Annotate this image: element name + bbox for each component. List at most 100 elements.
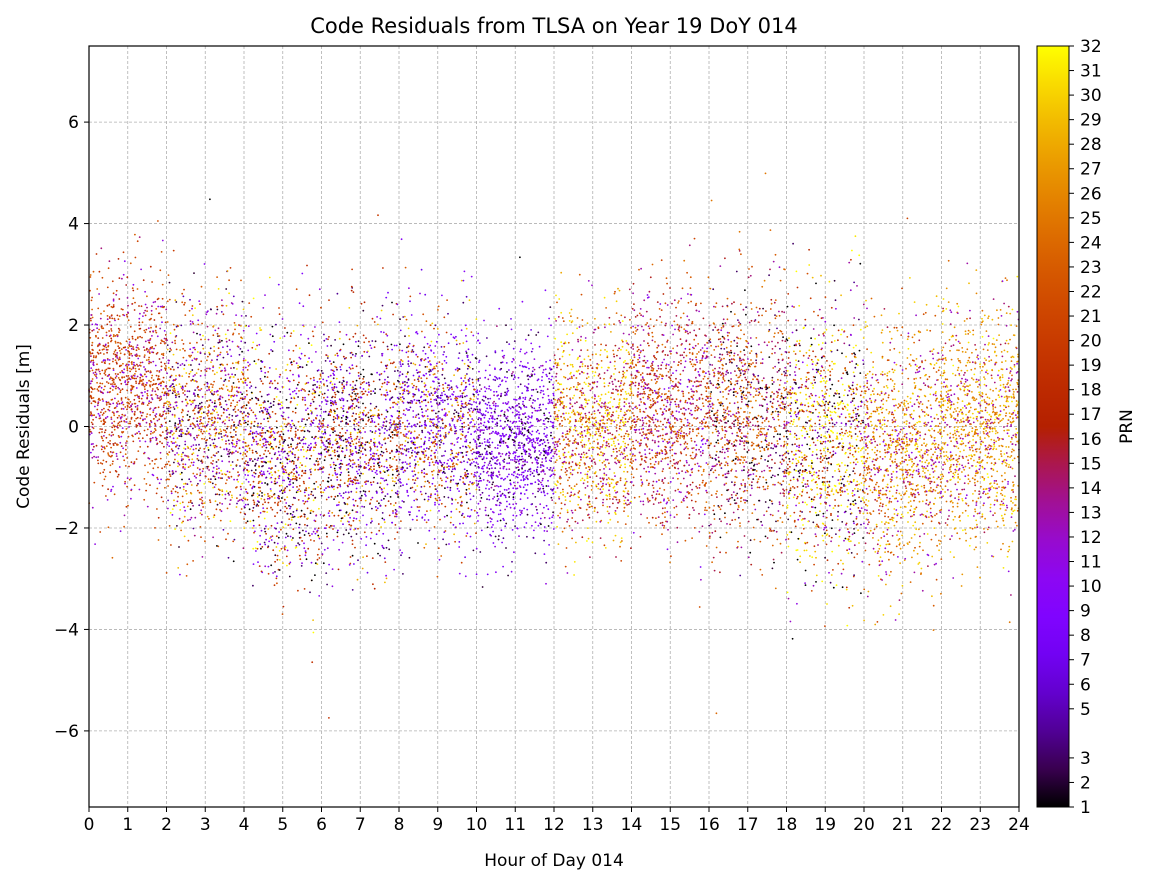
data-point	[274, 412, 277, 415]
data-point	[389, 421, 392, 424]
data-point	[171, 442, 174, 445]
data-point	[380, 413, 383, 416]
data-point	[318, 387, 321, 389]
data-point	[238, 353, 241, 356]
data-point	[169, 435, 172, 438]
data-point	[372, 414, 374, 417]
data-point	[129, 378, 132, 381]
data-point	[310, 424, 313, 426]
data-point	[222, 313, 225, 316]
data-point	[289, 423, 292, 426]
data-point	[412, 386, 414, 389]
data-point	[118, 277, 121, 279]
data-point	[251, 509, 254, 512]
data-point	[175, 396, 177, 399]
data-point	[266, 417, 269, 420]
data-point	[319, 487, 322, 490]
data-point	[392, 423, 394, 426]
data-point	[258, 404, 261, 407]
data-point	[387, 500, 390, 502]
data-point	[475, 532, 477, 535]
data-point	[196, 473, 198, 476]
data-point	[465, 334, 467, 337]
data-point	[302, 500, 304, 502]
data-point	[107, 374, 110, 377]
data-point	[157, 297, 160, 300]
data-point	[342, 414, 345, 417]
data-point	[142, 418, 145, 421]
data-point	[342, 407, 344, 410]
data-point	[119, 417, 122, 420]
data-point	[157, 378, 159, 381]
data-point	[139, 373, 142, 376]
data-point	[467, 444, 470, 447]
data-point	[258, 474, 260, 477]
data-point	[151, 388, 154, 390]
data-point	[390, 414, 393, 417]
data-point	[317, 486, 319, 488]
data-point	[264, 438, 267, 440]
data-point	[90, 299, 93, 302]
data-point	[123, 260, 126, 263]
data-point	[131, 403, 134, 405]
data-point	[224, 333, 227, 336]
data-point	[153, 463, 156, 465]
data-point	[91, 316, 94, 319]
data-point	[394, 515, 396, 518]
data-point	[131, 410, 134, 413]
data-point	[418, 506, 421, 508]
data-point	[348, 436, 350, 439]
data-point	[234, 405, 237, 408]
data-point	[155, 308, 158, 310]
data-point	[311, 533, 313, 535]
data-point	[357, 527, 359, 530]
data-point	[173, 385, 175, 388]
data-point	[189, 434, 192, 437]
data-point	[303, 515, 306, 518]
data-point	[369, 344, 372, 347]
data-point	[365, 413, 368, 416]
data-point	[341, 427, 344, 430]
data-point	[99, 428, 102, 430]
data-point	[93, 400, 96, 403]
data-point	[383, 518, 386, 521]
data-point	[197, 459, 200, 462]
data-point	[357, 421, 360, 424]
data-point	[174, 458, 176, 461]
data-point	[129, 325, 132, 328]
data-point	[228, 292, 231, 295]
data-point	[377, 423, 380, 426]
data-point	[336, 476, 339, 478]
data-point	[211, 424, 214, 427]
data-point	[107, 441, 110, 444]
data-point	[180, 471, 183, 474]
data-point	[280, 484, 283, 487]
data-point	[320, 439, 323, 442]
data-point	[382, 424, 385, 426]
data-point	[173, 414, 176, 416]
data-point	[363, 350, 366, 353]
data-point	[214, 427, 217, 429]
data-point	[340, 517, 343, 520]
data-point	[283, 335, 286, 338]
data-point	[400, 365, 402, 368]
data-point	[225, 304, 228, 307]
data-point	[443, 461, 446, 464]
data-point	[383, 370, 386, 373]
data-point	[353, 398, 355, 401]
data-point	[108, 335, 111, 338]
data-point	[345, 441, 348, 443]
data-point	[309, 457, 311, 460]
data-point	[89, 382, 92, 385]
data-point	[104, 385, 106, 388]
data-point	[131, 377, 134, 380]
data-point	[203, 383, 206, 386]
data-point	[117, 400, 120, 403]
data-point	[254, 472, 257, 475]
data-point	[348, 366, 351, 369]
data-point	[131, 354, 134, 357]
data-point	[173, 499, 175, 502]
data-point	[182, 520, 185, 523]
data-point	[435, 425, 437, 428]
data-point	[155, 331, 158, 334]
